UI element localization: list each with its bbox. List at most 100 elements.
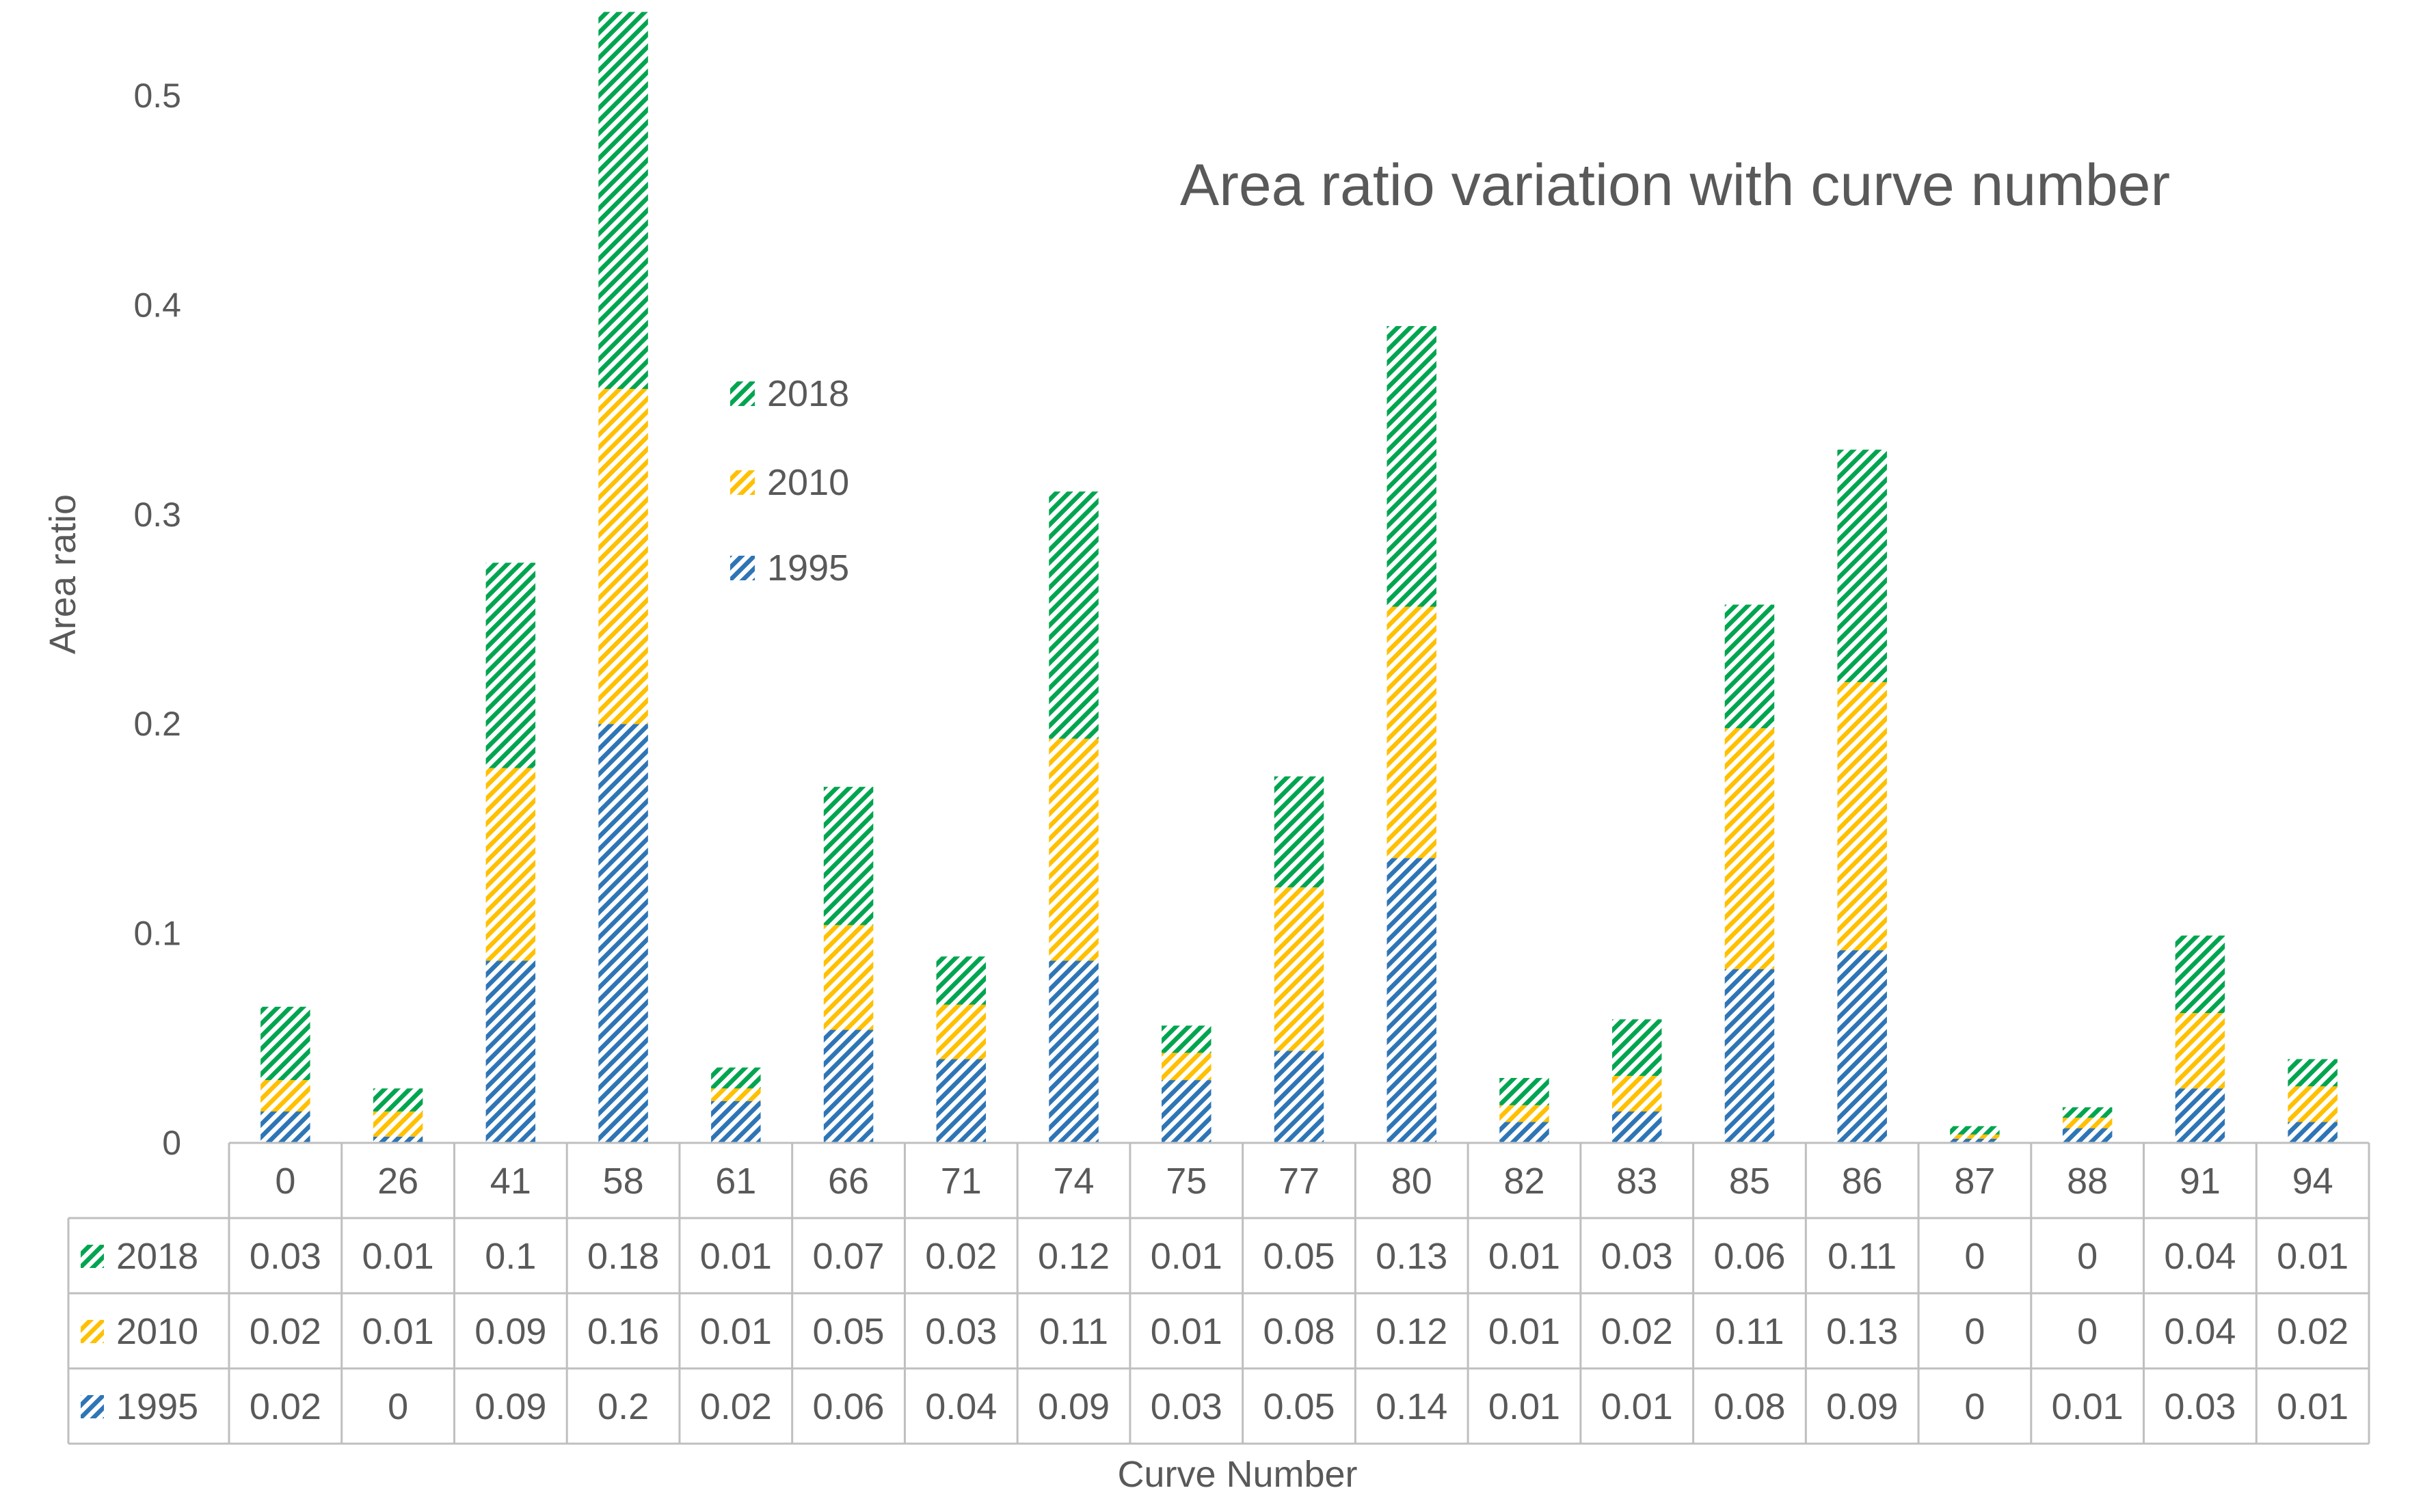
table-cell: 0.13 [1376,1236,1447,1277]
bar-1995-77 [1274,1051,1324,1143]
table-header-cell: 83 [1616,1161,1657,1202]
legend-label: 2018 [767,373,849,414]
table-header-cell: 71 [941,1161,982,1202]
bar-2010-91 [2175,1013,2225,1089]
table-header-cell: 88 [2067,1161,2108,1202]
bar-2018-66 [823,787,874,926]
table-header-cell: 74 [1053,1161,1094,1202]
bar-2018-94 [2288,1059,2338,1087]
table-row-label: 1995 [116,1386,198,1427]
legend-label: 1995 [767,548,849,589]
y-tick-label: 0.3 [133,496,181,534]
table-cell: 0.03 [250,1236,321,1277]
bar-2018-88 [2062,1107,2113,1118]
bar-2010-58 [598,388,648,725]
table-row-label: 2010 [116,1311,198,1352]
bar-2010-75 [1162,1053,1212,1081]
table-header-cell: 0 [275,1161,295,1202]
chart-title: Area ratio variation with curve number [1180,152,2170,218]
table-cell: 0.01 [700,1311,772,1352]
bar-2010-94 [2288,1086,2338,1122]
table-cell: 0 [2077,1236,2098,1277]
bar-1995-58 [598,724,648,1143]
bar-2010-82 [1499,1105,1549,1122]
table-cell: 0.01 [362,1311,434,1352]
table-header-cell: 26 [377,1161,418,1202]
table-cell: 0.18 [587,1236,659,1277]
bar-2018-80 [1387,326,1436,607]
table-cell: 0.01 [1488,1311,1560,1352]
y-tick-label: 0 [162,1124,181,1162]
bar-2018-61 [711,1067,761,1089]
bar-1995-91 [2175,1088,2225,1143]
bar-2010-71 [936,1004,987,1059]
table-cell: 0.02 [250,1386,321,1427]
bar-2010-74 [1049,738,1099,961]
bar-2010-87 [1950,1134,2000,1139]
table-cell: 0.03 [2164,1386,2236,1427]
table-cell: 0.01 [1151,1311,1222,1352]
bar-2018-77 [1274,776,1324,888]
legend-item-1995: 1995 [730,548,849,589]
table-cell: 0.1 [485,1236,536,1277]
bar-1995-85 [1724,969,1775,1143]
table-cell: 0 [1964,1386,1985,1427]
table-cell: 0.08 [1713,1386,1785,1427]
table-cell: 0.14 [1376,1386,1447,1427]
bar-1995-66 [823,1029,874,1143]
table-cell: 0.16 [587,1311,659,1352]
table-row-2010: 2010 0.02 0.01 0.09 0.16 0.01 0.05 0.03 0.11 0.01… [81,1311,2348,1352]
bar-1995-86 [1837,950,1887,1143]
table-cell: 0.04 [2164,1311,2236,1352]
bar-1995-26 [373,1136,423,1143]
table-header-cell: 82 [1503,1161,1544,1202]
bar-2018-41 [485,563,536,768]
table-header-cell: 91 [2180,1161,2221,1202]
bar-2010-83 [1611,1075,1662,1112]
table-cell: 0.06 [812,1386,884,1427]
table-cell: 0.05 [1263,1236,1335,1277]
bar-1995-80 [1387,858,1436,1143]
legend: 2018 2010 1995 [730,373,849,589]
bar-1995-82 [1499,1122,1549,1143]
table-cell: 0.12 [1038,1236,1110,1277]
bar-1995-94 [2288,1122,2338,1143]
bar-2010-86 [1837,681,1887,951]
table-cell: 0.2 [598,1386,649,1427]
legend-swatch [730,556,755,580]
table-cell: 0.07 [812,1236,884,1277]
table-cell: 0.09 [1826,1386,1898,1427]
legend-swatch [730,381,755,406]
table-row-swatch [81,1395,104,1418]
bars [260,12,2338,1143]
table-header-cell: 94 [2292,1161,2333,1202]
table-cell: 0.05 [812,1311,884,1352]
bar-2018-58 [598,12,648,389]
table-cell: 0.02 [925,1236,997,1277]
bar-2018-83 [1611,1019,1662,1076]
bar-2010-26 [373,1111,423,1137]
bar-1995-83 [1611,1111,1662,1143]
table-header-cell: 41 [490,1161,531,1202]
table-cell: 0 [1964,1236,1985,1277]
legend-label: 2010 [767,462,849,503]
table-cell: 0.04 [2164,1236,2236,1277]
bar-2018-85 [1724,604,1775,729]
table-cell: 0.06 [1713,1236,1785,1277]
table-cell: 0.11 [1715,1311,1784,1352]
bar-2018-75 [1162,1025,1212,1053]
table-cell: 0.01 [1601,1386,1673,1427]
table-header-cell: 75 [1166,1161,1207,1202]
table-header-cell: 85 [1729,1161,1770,1202]
table-header-cell: 87 [1954,1161,1995,1202]
bar-1995-87 [1950,1138,2000,1143]
table-cell: 0.01 [2052,1386,2124,1427]
table-cell: 0.02 [1601,1311,1673,1352]
table-cell: 0 [1964,1311,1985,1352]
table-cell: 0.01 [1151,1236,1222,1277]
legend-item-2018: 2018 [730,373,849,414]
table-cell: 0.12 [1376,1311,1447,1352]
y-tick-label: 0.1 [133,915,181,953]
y-tick-label: 0.4 [133,286,181,324]
table-cell: 0.01 [1488,1386,1560,1427]
